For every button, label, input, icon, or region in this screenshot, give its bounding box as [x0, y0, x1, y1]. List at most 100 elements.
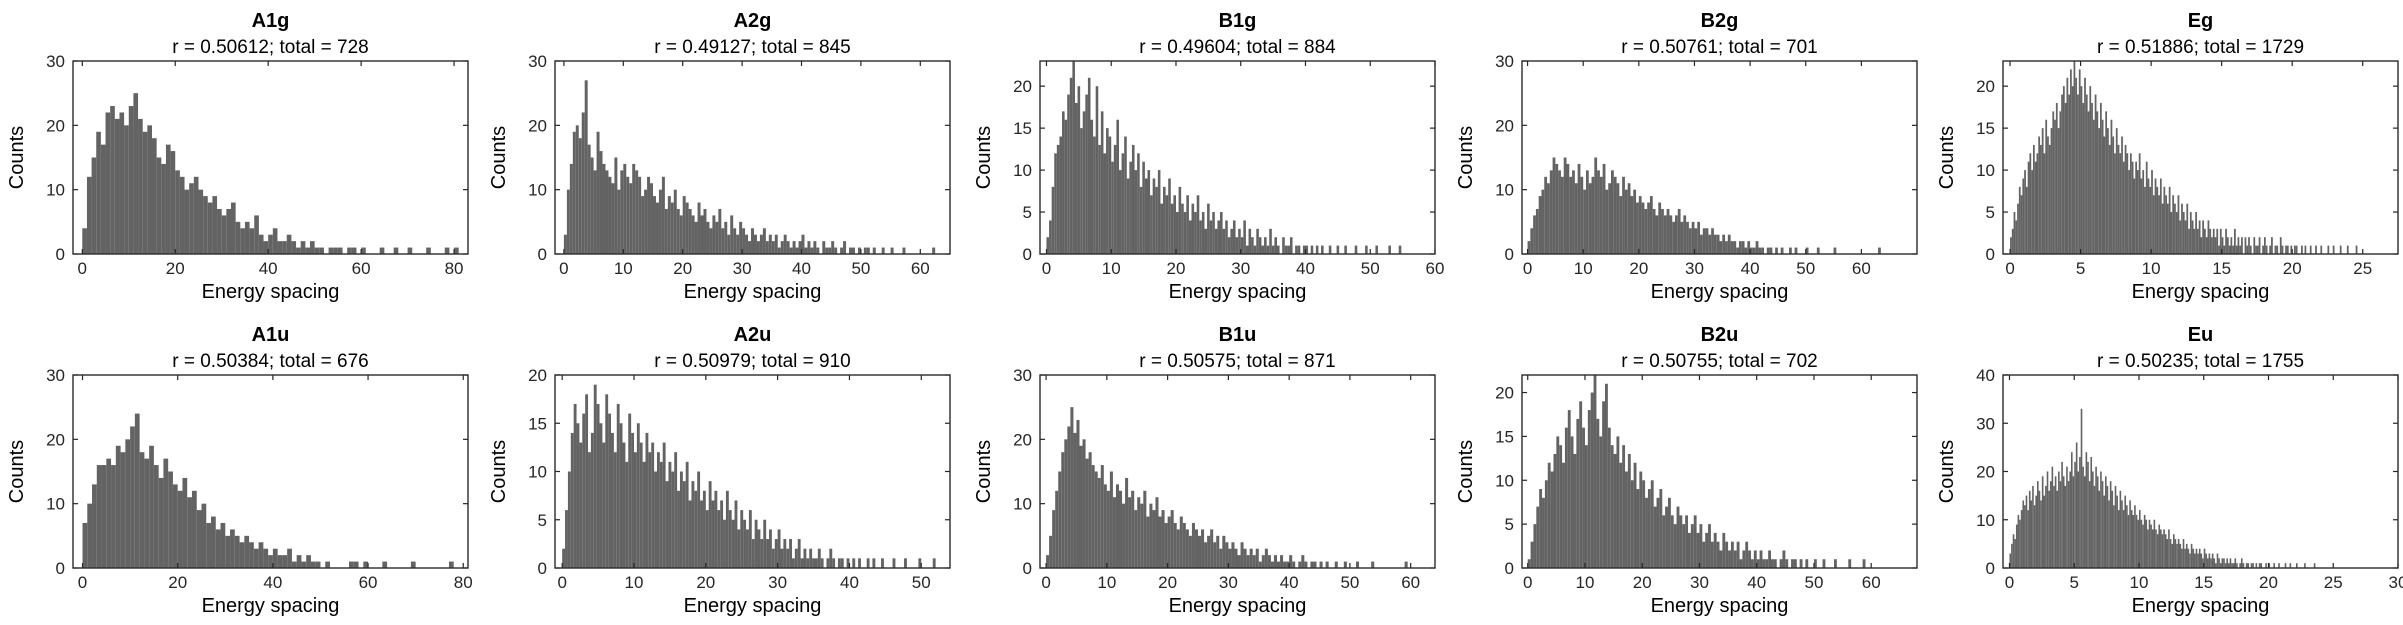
y-axis-label: Counts — [1936, 126, 1958, 189]
histogram-bar — [2130, 510, 2133, 568]
histogram-bar — [2177, 539, 2180, 568]
histogram-bar — [2147, 178, 2150, 254]
histogram-bar — [268, 555, 273, 568]
histogram-bar — [1289, 237, 1293, 254]
histogram-bar — [1328, 245, 1332, 254]
histogram-bar — [623, 163, 627, 254]
histogram-bar — [179, 176, 185, 254]
histogram-bar — [1662, 515, 1666, 568]
histogram-bar — [1672, 221, 1675, 254]
histogram-bar — [837, 558, 841, 568]
histogram-bar — [1544, 176, 1548, 254]
histogram-bar — [1622, 445, 1626, 568]
histogram-bar — [410, 561, 416, 568]
histogram-bar — [1739, 559, 1743, 568]
histogram-bar — [2096, 111, 2099, 254]
plot-frame — [1521, 374, 1918, 569]
histogram-bar — [771, 241, 775, 254]
histogram-bar — [153, 465, 159, 568]
histogram-bar — [697, 471, 701, 568]
histogram-bar — [786, 241, 790, 254]
histogram-bar — [851, 247, 855, 254]
histogram-bar — [2232, 245, 2235, 254]
histogram-bar — [1602, 401, 1606, 568]
histogram-bar — [1100, 111, 1104, 254]
histogram-bar — [1733, 550, 1737, 568]
histogram-bar — [2133, 178, 2136, 254]
plot-frame — [2002, 60, 2399, 255]
histogram-bar — [1182, 522, 1186, 568]
x-tick-label: 10 — [1576, 573, 1595, 592]
histogram-bar — [2091, 102, 2093, 255]
histogram-bar — [263, 548, 269, 568]
histogram-bar — [1214, 228, 1218, 254]
histogram-bar — [650, 183, 654, 254]
histogram-bar — [1245, 245, 1249, 254]
histogram-bar — [1207, 203, 1210, 254]
chart-title: A1g — [252, 10, 290, 32]
y-axis-label: Counts — [488, 126, 510, 189]
histogram-bar — [2295, 245, 2298, 254]
histogram-bar — [734, 500, 738, 568]
histogram-bar — [2228, 245, 2231, 254]
histogram-bar — [1234, 548, 1238, 568]
histogram-bar — [1530, 228, 1534, 254]
histogram-bar — [2062, 476, 2065, 568]
histogram-bar — [2100, 471, 2102, 568]
histogram-bar — [745, 234, 749, 254]
histogram-bar — [2209, 228, 2212, 254]
histogram-bar — [2234, 228, 2236, 254]
histogram-bar — [1683, 215, 1687, 254]
histogram-bar — [2129, 500, 2131, 568]
histogram-bar — [1146, 516, 1150, 568]
histogram-bar — [673, 189, 677, 254]
histogram-bar — [1090, 119, 1094, 254]
histogram-bar — [1756, 559, 1760, 568]
x-tick-label: 60 — [359, 573, 378, 592]
histogram-bar — [1539, 489, 1543, 568]
histogram-bar — [1633, 189, 1637, 254]
histogram-bar — [691, 215, 695, 254]
histogram-bar — [382, 561, 388, 568]
histogram-bar — [1067, 426, 1071, 568]
histogram-bar — [2071, 86, 2074, 254]
histogram-bar — [573, 403, 577, 568]
histogram-bar — [2087, 111, 2090, 254]
histogram-bar — [1736, 247, 1739, 254]
histogram-bar — [2216, 228, 2219, 254]
histogram-bar — [2101, 481, 2104, 568]
histogram-bar — [771, 548, 775, 568]
histogram-bar — [2048, 144, 2051, 254]
histogram-bar — [918, 558, 922, 568]
histogram-bar — [2052, 111, 2055, 254]
histogram-bar — [2043, 495, 2046, 568]
histogram-bar — [2265, 563, 2267, 568]
histogram-bar — [644, 189, 648, 254]
histogram-bar — [751, 228, 754, 254]
histogram-bar — [2177, 195, 2180, 254]
y-tick-label: 0 — [1505, 245, 1514, 264]
y-tick-label: 10 — [1013, 495, 1032, 514]
histogram-bar — [2246, 245, 2249, 254]
histogram-bar — [751, 539, 755, 568]
histogram-bar — [852, 558, 856, 568]
histogram-bar — [576, 423, 580, 568]
histogram-bar — [2258, 563, 2261, 568]
histogram-bar — [134, 413, 140, 568]
histogram-bar — [708, 481, 712, 568]
histogram-bar — [2255, 563, 2258, 568]
histogram-bar — [881, 558, 884, 568]
histogram-bar — [254, 215, 259, 254]
histogram-bar — [2163, 529, 2165, 568]
histogram-bar — [658, 189, 662, 254]
histogram-bar — [217, 208, 222, 254]
histogram-bar — [1109, 471, 1113, 568]
histogram-bar — [1710, 541, 1714, 568]
histogram-bar — [1694, 228, 1698, 254]
histogram-bar — [2036, 153, 2039, 254]
histogram-bar — [1273, 555, 1277, 568]
histogram-bar — [1744, 247, 1748, 254]
histogram-bar — [2028, 490, 2031, 568]
histogram-bar — [2072, 476, 2075, 568]
histogram-bar — [2181, 203, 2183, 254]
